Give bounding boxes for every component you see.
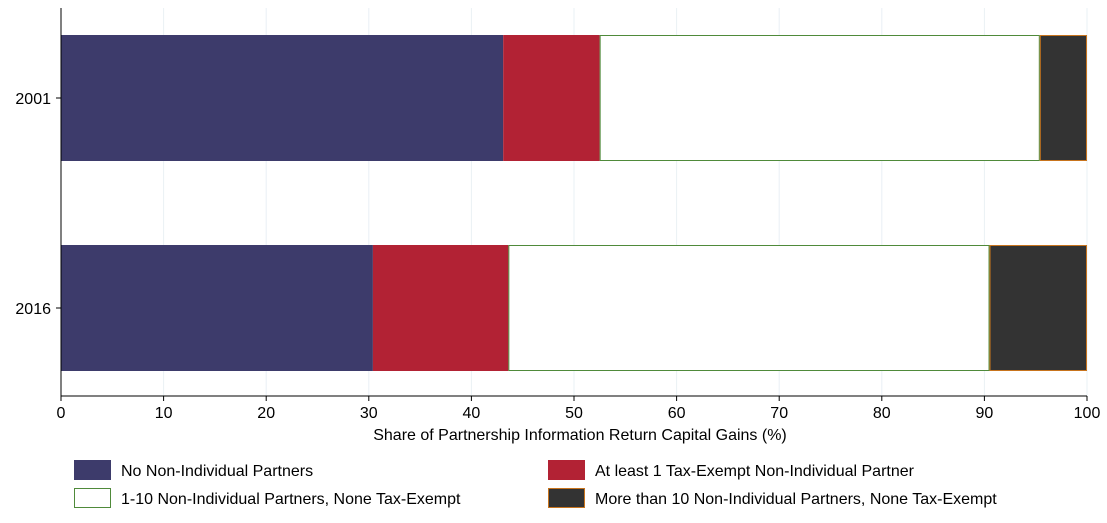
legend-swatch-3 [74, 488, 111, 508]
legend-label-1: No Non-Individual Partners [121, 463, 313, 480]
bar-2016-series-2 [372, 245, 509, 371]
bar-2001-series-3 [599, 35, 1040, 161]
legend-label-2: At least 1 Tax-Exempt Non-Individual Par… [595, 463, 915, 480]
x-tick-label-20: 20 [257, 405, 275, 422]
x-tick-label-0: 0 [57, 405, 66, 422]
x-tick-label-10: 10 [155, 405, 173, 422]
x-tick-label-40: 40 [463, 405, 481, 422]
x-axis-title: Share of Partnership Information Return … [373, 427, 787, 444]
x-tick-label-70: 70 [770, 405, 788, 422]
x-tick-label-50: 50 [565, 405, 583, 422]
x-tick-label-100: 100 [1074, 405, 1101, 422]
y-tick-label-2016: 2016 [15, 301, 51, 318]
bars [61, 35, 1088, 371]
legend-swatch-2 [548, 460, 585, 480]
axes: 2001 2016 0 10 20 30 40 50 60 70 80 90 100 [15, 8, 1100, 422]
x-tick-label-60: 60 [668, 405, 686, 422]
legend-label-3: 1-10 Non-Individual Partners, None Tax-E… [121, 491, 461, 508]
y-tick-label-2001: 2001 [15, 91, 51, 108]
x-tick-label-30: 30 [360, 405, 378, 422]
legend-swatch-4 [548, 488, 585, 508]
bar-2016-series-1 [61, 245, 373, 371]
bar-2001-series-1 [61, 35, 504, 161]
legend-swatch-1 [74, 460, 111, 480]
bar-2001-series-4 [1039, 35, 1087, 161]
bar-2001-series-2 [503, 35, 600, 161]
x-tick-label-80: 80 [873, 405, 891, 422]
x-tick-label-90: 90 [976, 405, 994, 422]
bar-2016-series-3 [508, 245, 990, 371]
legend: No Non-Individual Partners At least 1 Tax… [74, 460, 997, 508]
bar-2016-series-4 [989, 245, 1088, 371]
legend-label-4: More than 10 Non-Individual Partners, No… [595, 491, 997, 508]
